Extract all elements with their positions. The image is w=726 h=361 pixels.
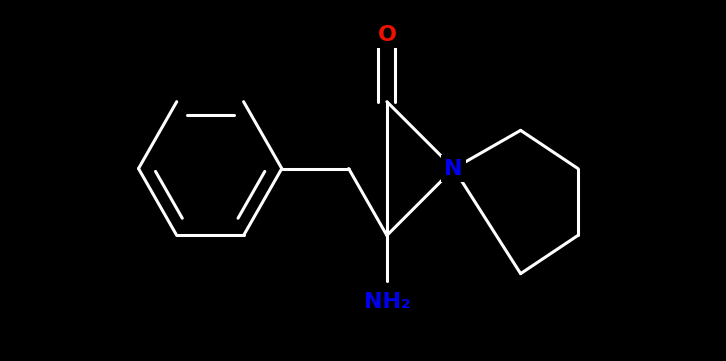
Text: O: O: [378, 25, 396, 45]
Text: N: N: [444, 158, 463, 179]
Text: NH₂: NH₂: [364, 292, 410, 312]
